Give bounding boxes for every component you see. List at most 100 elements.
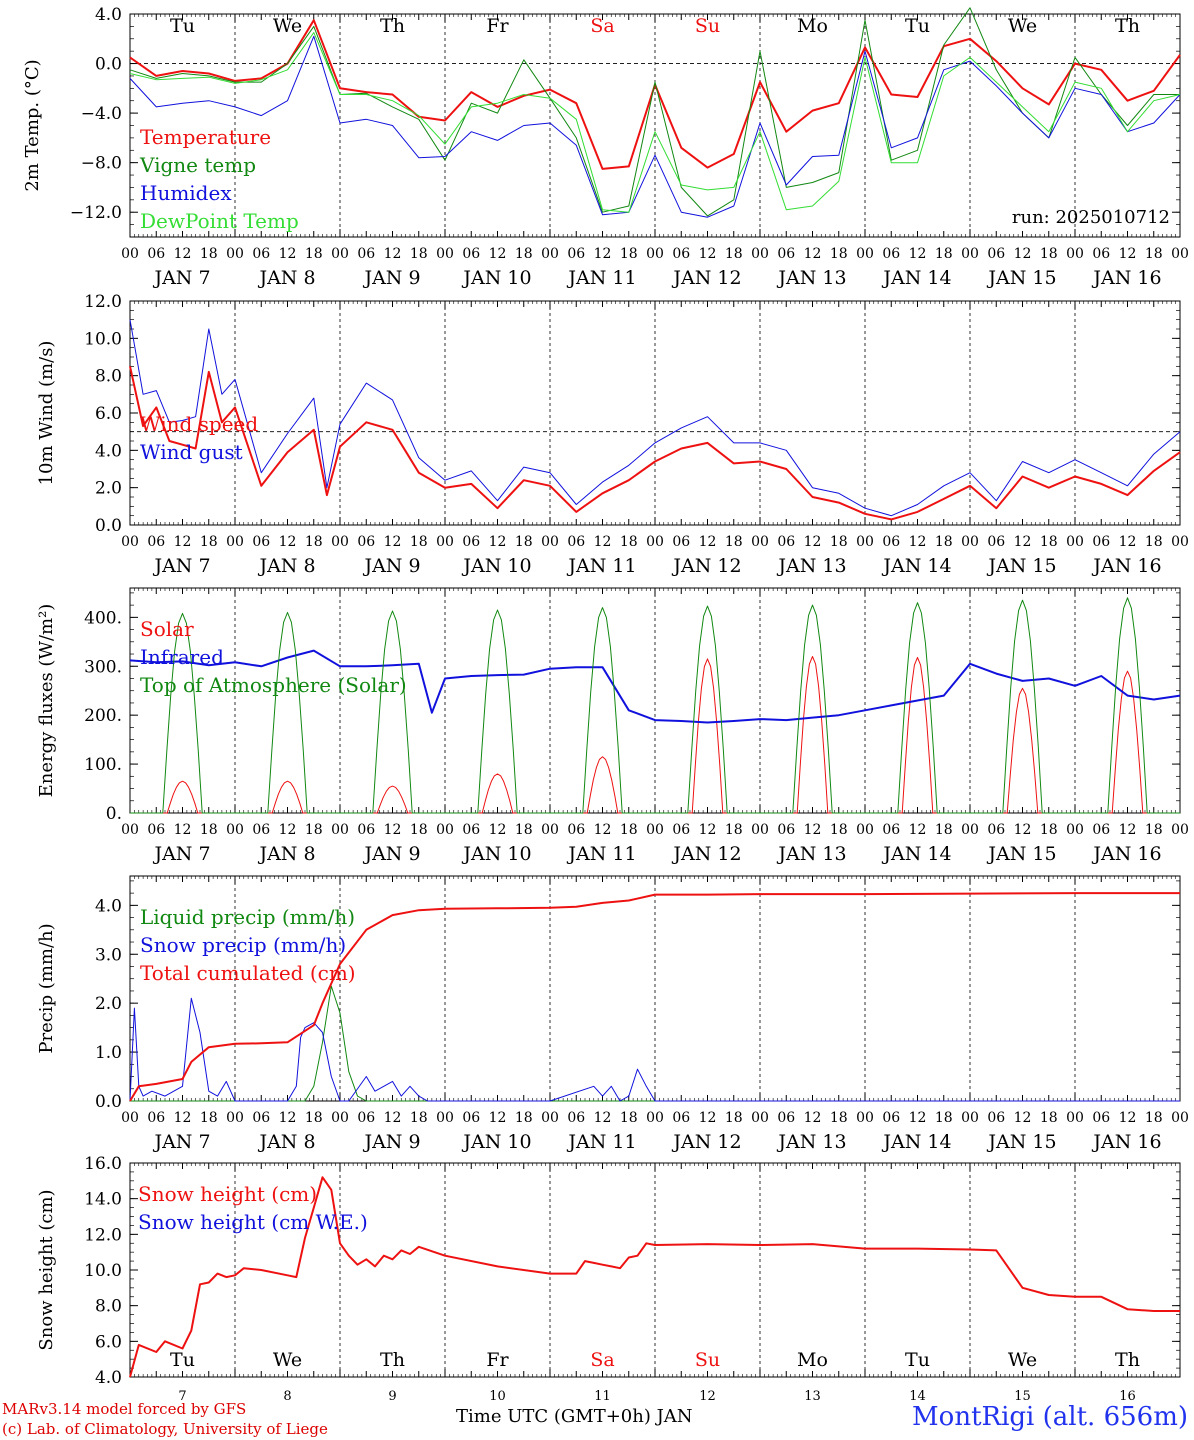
y-tick-label: 12.0: [84, 292, 122, 312]
hour-tick-label: 18: [935, 534, 953, 550]
hour-tick-label: 18: [1040, 822, 1058, 838]
date-label: JAN 14: [881, 843, 951, 865]
hour-tick-label: 00: [961, 246, 979, 262]
hour-tick-label: 06: [462, 822, 480, 838]
hour-tick-label: 06: [672, 534, 690, 550]
hour-tick-label: 18: [200, 822, 218, 838]
legend-entry: Solar: [140, 617, 194, 641]
hour-tick-label: 06: [357, 534, 375, 550]
legend-entry: Total cumulated (cm): [140, 961, 356, 985]
series-top-of-atmosphere-solar-: [130, 597, 1180, 814]
hour-tick-label: 06: [1092, 534, 1110, 550]
hour-tick-label: 12: [909, 1110, 927, 1126]
hour-tick-label: 18: [830, 534, 848, 550]
hour-tick-label: 06: [1092, 246, 1110, 262]
legend-entry: Vigne temp: [139, 153, 256, 177]
hour-tick-label: 12: [1014, 246, 1032, 262]
hour-tick-label: 12: [174, 534, 192, 550]
hour-tick-label: 06: [882, 822, 900, 838]
hour-tick-label: 12: [1014, 534, 1032, 550]
date-label: JAN 15: [986, 1131, 1056, 1153]
hour-tick-label: 12: [279, 246, 297, 262]
hour-tick-label: 18: [410, 246, 428, 262]
y-tick-label: 200.: [84, 706, 122, 726]
date-label: JAN 12: [671, 1131, 741, 1153]
day-label: Sa: [590, 15, 614, 37]
hour-tick-label: 18: [935, 822, 953, 838]
day-label: Th: [380, 15, 405, 37]
y-tick-label: 0.0: [95, 516, 122, 536]
y-tick-label: −12.0: [70, 203, 122, 223]
hour-tick-label: 12: [279, 1110, 297, 1126]
date-label: JAN 11: [566, 555, 636, 577]
plot-frame: [129, 587, 1181, 814]
y-tick-label: 10.0: [84, 1261, 122, 1281]
hour-tick-label: 18: [515, 822, 533, 838]
day-label: Tu: [170, 1349, 195, 1371]
day-label: Th: [1115, 1349, 1140, 1371]
y-tick-label: 0.0: [95, 55, 122, 75]
date-label: JAN 9: [362, 1131, 420, 1153]
series-total-cumulated-cm-: [129, 892, 1180, 1102]
day-label: We: [1008, 15, 1037, 37]
hour-tick-label: 06: [147, 534, 165, 550]
hour-tick-label: 18: [305, 822, 323, 838]
hour-tick-label: 18: [1145, 822, 1163, 838]
day-label: Th: [1115, 15, 1140, 37]
hour-tick-label: 18: [515, 246, 533, 262]
hour-tick-label: 00: [226, 1110, 244, 1126]
hour-tick-label: 06: [777, 246, 795, 262]
hour-tick-label: 06: [987, 246, 1005, 262]
hour-tick-label: 00: [1171, 822, 1189, 838]
hour-tick-label: 00: [121, 1110, 139, 1126]
hour-tick-label: 06: [252, 1110, 270, 1126]
hour-tick-label: 12: [909, 534, 927, 550]
date-label: JAN 9: [362, 555, 420, 577]
hour-tick-label: 12: [174, 822, 192, 838]
hour-tick-label: 12: [489, 534, 507, 550]
y-tick-label: 4.0: [95, 5, 122, 25]
date-label: JAN 7: [152, 843, 210, 865]
hour-tick-label: 00: [226, 534, 244, 550]
day-label: Sa: [590, 1349, 614, 1371]
series-snow-precip-mm-h-: [129, 997, 1180, 1102]
y-tick-label: 1.0: [95, 1043, 122, 1063]
date-label: JAN 12: [671, 267, 741, 289]
hour-tick-label: 12: [699, 246, 717, 262]
legend-entry: DewPoint Temp: [140, 209, 299, 233]
hour-tick-label: 18: [830, 822, 848, 838]
hour-tick-label: 06: [987, 1110, 1005, 1126]
y-tick-label: 14.0: [84, 1190, 122, 1210]
hour-tick-label: 00: [541, 534, 559, 550]
hour-tick-label: 18: [200, 1110, 218, 1126]
hour-tick-label: 12: [1014, 822, 1032, 838]
hour-tick-label: 18: [830, 246, 848, 262]
hour-tick-label: 00: [646, 822, 664, 838]
date-label: JAN 15: [986, 843, 1056, 865]
day-label: Su: [695, 1349, 720, 1371]
legend-entry: Wind gust: [140, 440, 243, 464]
hour-tick-label: 18: [830, 1110, 848, 1126]
hour-tick-label: 12: [1119, 822, 1137, 838]
hour-tick-label: 06: [567, 534, 585, 550]
hour-tick-label: 00: [436, 534, 454, 550]
date-label: JAN 9: [362, 267, 420, 289]
hour-tick-label: 00: [961, 534, 979, 550]
hour-tick-label: 00: [856, 246, 874, 262]
hour-tick-label: 00: [121, 534, 139, 550]
date-label: JAN 8: [257, 555, 315, 577]
y-tick-label: −4.0: [81, 104, 122, 124]
hour-tick-label: 00: [856, 822, 874, 838]
date-label: JAN 8: [257, 1131, 315, 1153]
y-tick-label: 16.0: [84, 1154, 122, 1174]
panel-4: 4.0 3.0 2.0 1.0 0.0 Precip (mm/h) Liquid preci…: [36, 875, 1189, 1153]
hour-tick-label: 00: [541, 822, 559, 838]
hour-tick-label: 00: [1171, 246, 1189, 262]
hour-tick-label: 12: [1014, 1110, 1032, 1126]
legend-entry: Wind speed: [140, 412, 258, 436]
hour-tick-label: 00: [436, 246, 454, 262]
hour-tick-label: 00: [1066, 1110, 1084, 1126]
date-label: JAN 13: [776, 555, 846, 577]
hour-tick-label: 12: [174, 246, 192, 262]
hour-tick-label: 00: [541, 1110, 559, 1126]
